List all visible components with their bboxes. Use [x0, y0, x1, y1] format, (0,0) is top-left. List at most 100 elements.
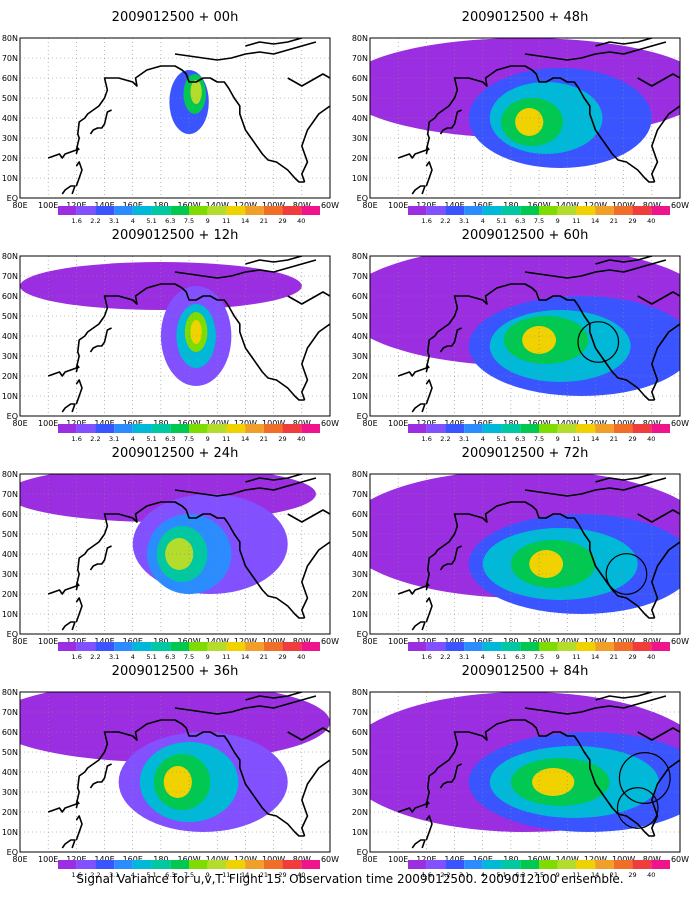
- y-tick-label: 60N: [2, 728, 18, 737]
- colorbar-swatch: [263, 424, 283, 433]
- coastline: [425, 583, 430, 591]
- colorbar-label: 5.1: [146, 653, 156, 661]
- x-tick-label: 80W: [293, 419, 311, 428]
- colorbar-label: 7.5: [184, 435, 194, 443]
- x-tick-label: 180: [503, 637, 518, 646]
- coastline: [174, 477, 317, 497]
- colorbar-swatch: [576, 860, 596, 869]
- colorbar-swatch: [501, 860, 521, 869]
- colorbar-label: 6.3: [165, 217, 175, 225]
- y-tick-label: 70N: [2, 54, 18, 63]
- y-tick-label: 60N: [352, 74, 368, 83]
- coastline: [524, 259, 667, 279]
- map-svg: EQ 10N 20N 30N 40N 50N 60N 70N 80N 80E 100E 120E 140…: [2, 688, 339, 879]
- x-tick-label: 100W: [262, 419, 285, 428]
- y-tick-label: 20N: [2, 808, 18, 817]
- coastline: [75, 597, 83, 623]
- x-tick-label: 80E: [12, 201, 27, 210]
- x-tick-label: 120W: [584, 419, 607, 428]
- coastline: [637, 291, 680, 305]
- y-tick-label: 50N: [2, 94, 18, 103]
- colorbar-label: 14: [591, 435, 599, 443]
- colorbar-label: 29: [278, 871, 286, 879]
- y-tick-label: 30N: [352, 788, 368, 797]
- colorbar-swatch: [95, 206, 115, 215]
- colorbar-swatch: [482, 424, 502, 433]
- y-tick-label: 20N: [352, 590, 368, 599]
- colorbar-label: 40: [297, 653, 305, 661]
- y-tick-label: 10N: [352, 392, 368, 401]
- colorbar-label: 4: [481, 217, 485, 225]
- colorbar-label: 21: [260, 435, 268, 443]
- y-tick-label: EQ: [7, 412, 18, 421]
- colorbar-swatch: [76, 206, 96, 215]
- map-svg: EQ 10N 20N 30N 40N 50N 60N 70N 80N 80E 100E 120E 140…: [2, 34, 339, 225]
- coastline: [245, 692, 303, 701]
- colorbar-label: 1.6: [422, 435, 432, 443]
- colorbar-label: 1.6: [72, 217, 82, 225]
- colorbar-swatch: [651, 860, 670, 869]
- x-tick-label: 120E: [416, 419, 436, 428]
- colorbar-swatch: [170, 424, 189, 433]
- colorbar-label: 2.2: [90, 217, 100, 225]
- y-tick-label: 70N: [2, 708, 18, 717]
- y-tick-label: EQ: [7, 630, 18, 639]
- y-tick-label: 60N: [352, 510, 368, 519]
- coastline: [75, 147, 80, 155]
- colorbar-label: 40: [297, 435, 305, 443]
- colorbar-swatch: [114, 424, 133, 433]
- colorbar-swatch: [445, 206, 465, 215]
- y-tick-label: 60N: [2, 292, 18, 301]
- colorbar-swatch: [95, 860, 115, 869]
- colorbar-swatch: [245, 206, 264, 215]
- map-panel-72h: 2009012500 + 72h EQ 10N 20N 30N 40N 50N 60N 70N 8…: [352, 446, 689, 661]
- colorbar-swatch: [189, 206, 208, 215]
- x-tick-label: 60W: [671, 637, 689, 646]
- colorbar-swatch: [226, 642, 246, 651]
- x-tick-label: 140W: [206, 201, 229, 210]
- y-tick-label: 10N: [352, 610, 368, 619]
- coastline: [397, 65, 655, 183]
- x-tick-label: 120E: [66, 201, 86, 210]
- colorbar-label: 5.1: [496, 435, 506, 443]
- panel-title: 2009012500 + 12h: [111, 228, 239, 243]
- colorbar-label: 4: [131, 217, 135, 225]
- x-tick-label: 100E: [38, 855, 58, 864]
- coastline: [425, 815, 433, 841]
- coastline: [651, 323, 680, 401]
- y-tick-label: 70N: [352, 708, 368, 717]
- colorbar-swatch: [76, 424, 96, 433]
- panel-title: 2009012500 + 00h: [111, 10, 239, 25]
- y-tick-label: 20N: [2, 154, 18, 163]
- colorbar-label: 21: [610, 435, 618, 443]
- coastline: [287, 291, 330, 305]
- colorbar-label: 1.6: [72, 435, 82, 443]
- panel-title: 2009012500 + 36h: [111, 664, 239, 679]
- colorbar-swatch: [557, 424, 577, 433]
- panel-title: 2009012500 + 72h: [461, 446, 589, 461]
- map-svg: EQ 10N 20N 30N 40N 50N 60N 70N 80N 80E 100E 120E 140…: [352, 470, 689, 661]
- y-tick-label: 10N: [2, 174, 18, 183]
- colorbar-swatch: [95, 424, 115, 433]
- coastline: [47, 283, 305, 401]
- coastline: [301, 323, 330, 401]
- colorbar-swatch: [207, 642, 227, 651]
- coastline: [524, 695, 667, 715]
- colorbar-swatch: [408, 642, 427, 651]
- x-tick-label: 100W: [612, 419, 635, 428]
- coastline: [595, 692, 653, 701]
- x-tick-label: 80E: [362, 419, 377, 428]
- colorbar-swatch: [151, 206, 171, 215]
- x-tick-label: 140E: [444, 419, 464, 428]
- x-tick-label: 160E: [473, 201, 493, 210]
- colorbar-label: 40: [647, 435, 655, 443]
- x-tick-label: 60W: [321, 201, 339, 210]
- colorbar-swatch: [282, 206, 302, 215]
- y-tick-label: 60N: [2, 74, 18, 83]
- colorbar-label: 3.1: [109, 435, 119, 443]
- colorbar-label: 21: [260, 217, 268, 225]
- colorbar-swatch: [114, 206, 133, 215]
- variance-blob: [190, 80, 202, 104]
- coastline: [75, 583, 80, 591]
- y-tick-label: 20N: [352, 372, 368, 381]
